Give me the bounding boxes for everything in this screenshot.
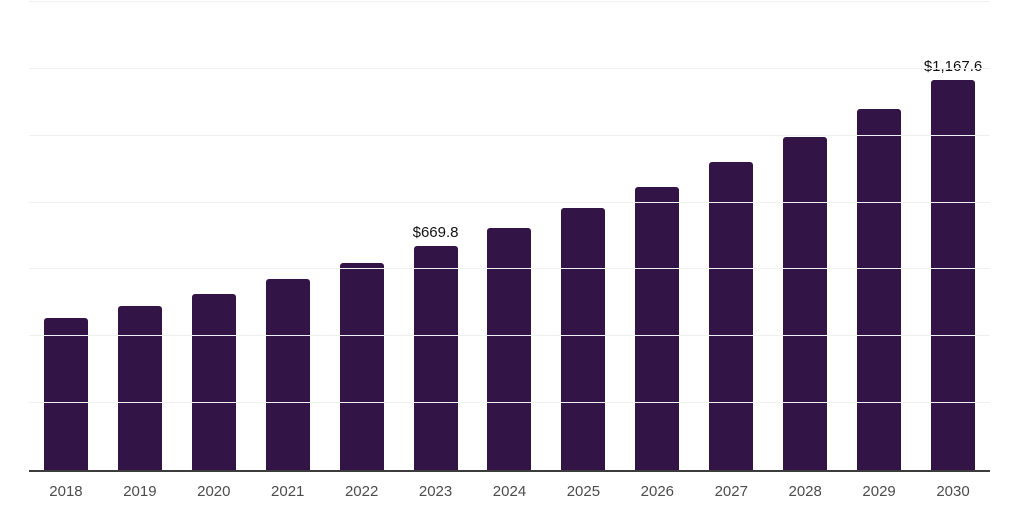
x-tick-label-2023: 2023	[418, 483, 453, 500]
x-tick-label-2020: 2020	[197, 483, 231, 500]
x-tick-label-2030: 2030	[936, 483, 970, 500]
x-tick-label-2026: 2026	[640, 483, 675, 500]
x-tick-label-2018: 2018	[49, 483, 83, 500]
x-tick-label-2025: 2025	[566, 483, 601, 500]
bar-2028	[783, 137, 828, 470]
bar-2029	[857, 109, 902, 470]
gridline-800	[29, 201, 990, 203]
bar-slot-2023: $669.8	[399, 2, 473, 470]
bars-container: $669.8 $1,167.6	[29, 2, 990, 470]
gridline-1400	[29, 1, 990, 2]
bar-2025	[561, 207, 606, 470]
bar-2019	[117, 305, 162, 470]
bar-slot-2018	[29, 2, 103, 470]
bar-slot-2021	[251, 2, 325, 470]
bar-2024	[487, 227, 532, 470]
bar-slot-2027	[694, 2, 768, 470]
bar-2022	[339, 263, 384, 470]
bar-2030	[931, 79, 976, 470]
bar-2021	[265, 278, 310, 470]
data-label-2030: $1,167.6	[923, 57, 983, 75]
bar-slot-2019	[103, 2, 177, 470]
gridline-600	[29, 268, 990, 270]
gridline-1200	[29, 67, 990, 69]
data-label-2023: $669.8	[412, 224, 459, 242]
x-tick-label-2021: 2021	[271, 483, 305, 500]
bar-slot-2024	[473, 2, 547, 470]
x-tick-label-2028: 2028	[788, 483, 822, 500]
plot-area: $669.8 $1,167.6	[29, 1, 990, 472]
gridline-200	[29, 402, 990, 404]
bar-2018	[43, 317, 88, 470]
bar-slot-2022	[325, 2, 399, 470]
bar-2026	[635, 186, 680, 470]
bar-slot-2029	[842, 2, 916, 470]
bar-2020	[191, 293, 236, 470]
x-tick-label-2019: 2019	[123, 483, 157, 500]
x-tick-label-2029: 2029	[862, 483, 896, 500]
bar-2027	[709, 162, 754, 470]
bar-2023	[413, 246, 458, 470]
bar-slot-2026	[620, 2, 694, 470]
gridline-400	[29, 335, 990, 337]
bar-slot-2025	[546, 2, 620, 470]
x-tick-label-2027: 2027	[714, 483, 748, 500]
gridline-1000	[29, 134, 990, 136]
bar-slot-2020	[177, 2, 251, 470]
bar-slot-2028	[768, 2, 842, 470]
x-tick-label-2022: 2022	[344, 483, 379, 500]
x-axis: 2018 2019 2020 2021 2022 2023 2024 2025 2026 2027…	[29, 483, 990, 501]
x-tick-label-2024: 2024	[492, 483, 527, 500]
bar-slot-2030: $1,167.6	[916, 2, 990, 470]
